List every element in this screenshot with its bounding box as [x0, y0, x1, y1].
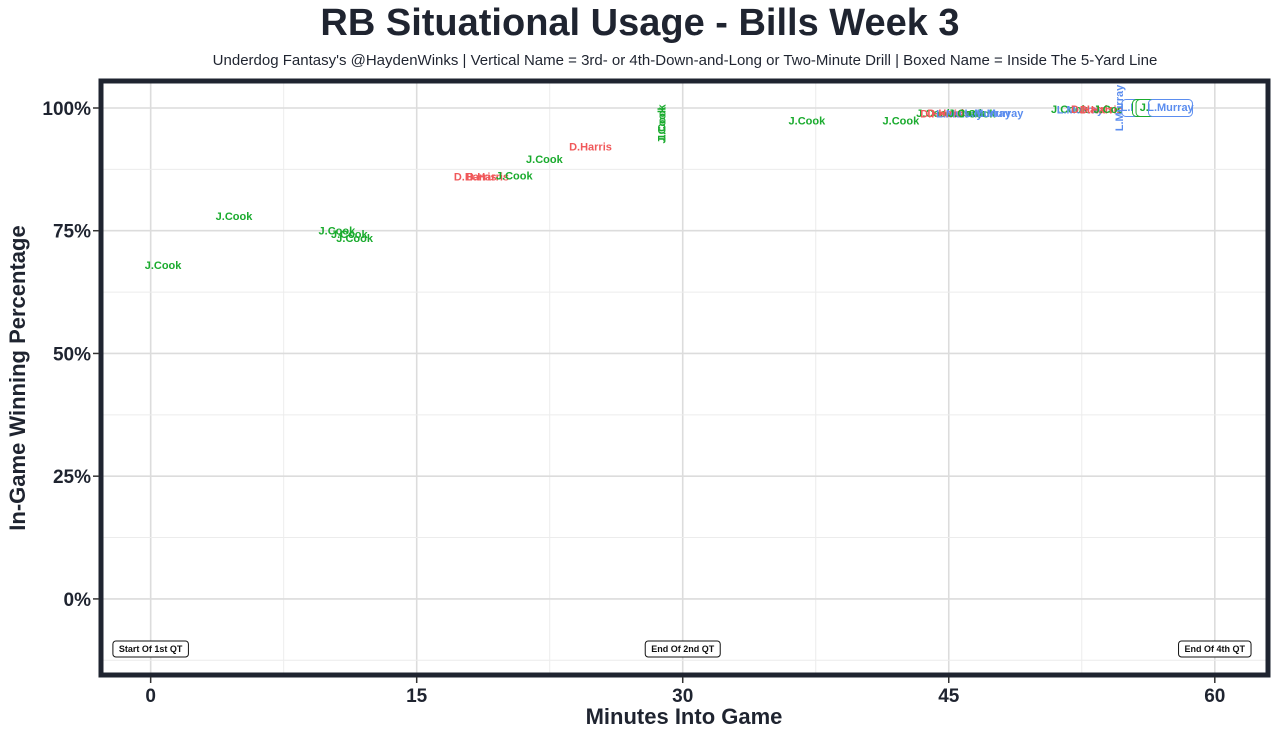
ticks-layer: 0 15 30 45 60 0% 25% 50% 75% 100%: [42, 99, 1225, 707]
point-label: D.Harris: [569, 141, 612, 153]
point-label: J.Cook: [948, 108, 986, 120]
quarter-marker: End Of 2nd QT: [644, 640, 721, 658]
x-tick-label: 15: [406, 686, 428, 707]
x-tick-label: 45: [938, 686, 960, 707]
x-axis-label: Minutes Into Game: [585, 704, 783, 729]
point-label: J.Cook: [1051, 104, 1089, 116]
x-tick-label: 30: [672, 686, 693, 707]
points-layer: J.CookJ.CookJ.CookJ.CookJ.CookD.HarrisD.…: [145, 84, 1195, 272]
point-label-vertical: L.Murray: [1114, 84, 1126, 131]
point-label: J.Cook: [789, 115, 827, 127]
y-tick-label: 75%: [53, 222, 91, 243]
y-tick-label: 50%: [53, 344, 91, 365]
quarter-marker-label: End Of 2nd QT: [651, 644, 714, 654]
y-tick-label: 25%: [53, 467, 91, 488]
point-label: D.Harris: [920, 108, 963, 120]
point-label: L.Murray: [965, 108, 1012, 120]
point-label-vertical: J.Cook: [656, 106, 668, 144]
quarter-marker: Start Of 1st QT: [112, 640, 189, 658]
x-tick-label: 60: [1204, 686, 1225, 707]
point-label: D.Harris: [454, 172, 497, 184]
point-label-vertical: J.Cook: [656, 104, 668, 142]
grid-layer: [101, 81, 1268, 675]
point-label-box: [1147, 99, 1193, 117]
point-label: J.Cook: [959, 108, 997, 120]
panel-border: [98, 78, 1271, 678]
point-label: L.Murray: [1057, 104, 1104, 116]
point-label: D.Harris: [466, 172, 509, 184]
point-label: J.Cook: [883, 115, 921, 127]
boxed-point-label: L.Murray: [1147, 99, 1195, 117]
point-label: J.Cook: [319, 226, 357, 238]
quarter-marker-label: Start Of 1st QT: [119, 644, 183, 654]
quarter-marker-box: [644, 640, 721, 658]
quarter-marker-box: [1178, 640, 1252, 658]
point-label: J.Cook: [526, 154, 564, 166]
point-label: J.Cook: [916, 108, 954, 120]
point-label: J.Cook: [496, 171, 534, 183]
point-label: J.Cook: [331, 229, 369, 241]
point-label: J.Cook: [216, 211, 254, 223]
quarter-markers-layer: Start Of 1st QT End Of 2nd QT End Of 4th Q…: [112, 640, 1252, 658]
quarter-marker-label: End Of 4th QT: [1185, 644, 1246, 654]
point-label: L.Murray: [1147, 102, 1194, 114]
point-label: D.Harris: [1071, 104, 1114, 116]
y-tick-label: 0%: [64, 590, 92, 611]
quarter-marker: End Of 4th QT: [1178, 640, 1252, 658]
point-label: L.Murray: [936, 108, 983, 120]
chart-subtitle: Underdog Fantasy's @HaydenWinks | Vertic…: [212, 52, 1158, 69]
point-label: J.Cook: [336, 233, 374, 245]
point-label: D.Harris: [927, 108, 970, 120]
quarter-marker-box: [112, 640, 189, 658]
chart-title: RB Situational Usage - Bills Week 3: [320, 2, 960, 44]
point-label: D.Harris: [1080, 104, 1123, 116]
y-tick-label: 100%: [42, 99, 91, 120]
x-tick-label: 0: [145, 686, 156, 707]
point-label: J.Cook: [145, 260, 183, 272]
point-label: L.Murray: [977, 108, 1024, 120]
